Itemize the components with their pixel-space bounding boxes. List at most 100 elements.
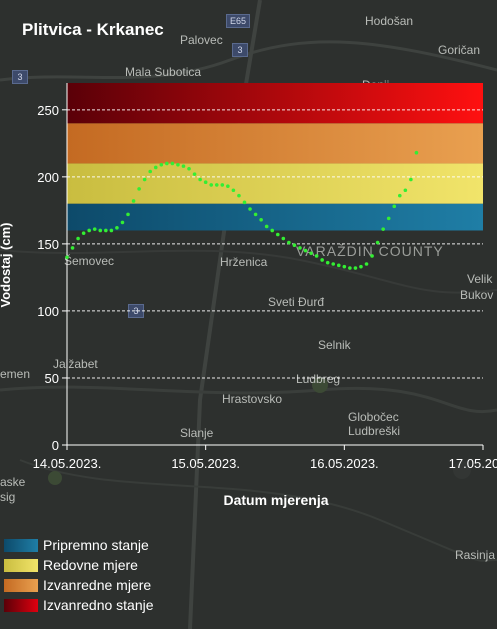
band-3 xyxy=(67,83,483,124)
legend-item[interactable]: Izvanredne mjere xyxy=(4,575,154,595)
data-point[interactable] xyxy=(181,164,186,168)
data-point[interactable] xyxy=(398,193,402,198)
legend-item[interactable]: Izvanredno stanje xyxy=(4,595,154,615)
data-point[interactable] xyxy=(153,165,158,170)
data-point[interactable] xyxy=(386,216,391,221)
data-point[interactable] xyxy=(220,183,225,187)
legend-swatch-red xyxy=(4,598,38,612)
data-point[interactable] xyxy=(198,177,202,182)
map-label: Velik xyxy=(467,272,493,286)
data-point[interactable] xyxy=(203,180,208,185)
y-axis-label: Vodostaj (cm) xyxy=(0,223,13,308)
legend-label: Izvanredno stanje xyxy=(43,597,154,613)
data-point[interactable] xyxy=(248,207,252,211)
x-tick-label: 17.05.2023. xyxy=(449,456,497,471)
legend-swatch-yellow xyxy=(4,558,38,572)
map-label: Ludbreški xyxy=(348,424,401,438)
data-point[interactable] xyxy=(170,161,175,166)
data-point[interactable] xyxy=(131,199,136,203)
data-point[interactable] xyxy=(303,248,308,253)
data-point[interactable] xyxy=(76,236,80,241)
data-point[interactable] xyxy=(148,169,152,174)
legend-item[interactable]: Pripremno stanje xyxy=(4,535,154,555)
data-point[interactable] xyxy=(381,227,385,231)
data-point[interactable] xyxy=(165,161,169,166)
data-point[interactable] xyxy=(226,184,230,189)
data-point[interactable] xyxy=(187,167,191,171)
data-point[interactable] xyxy=(275,232,280,237)
data-point[interactable] xyxy=(348,266,352,270)
map-label: VARAŽDIN COUNTY xyxy=(296,243,444,259)
data-point[interactable] xyxy=(231,188,236,193)
map-label: Palovec xyxy=(180,33,223,47)
data-point[interactable] xyxy=(359,264,363,269)
data-point[interactable] xyxy=(115,226,119,230)
y-tick-label: 150 xyxy=(37,237,59,252)
map-label: Rasinja xyxy=(455,548,496,562)
data-point[interactable] xyxy=(331,262,336,266)
data-point[interactable] xyxy=(159,162,164,167)
data-point[interactable] xyxy=(65,255,69,260)
y-tick-label: 100 xyxy=(37,304,59,319)
data-point[interactable] xyxy=(81,231,86,235)
data-point[interactable] xyxy=(98,228,103,233)
water-level-series xyxy=(65,150,419,270)
data-point[interactable] xyxy=(137,187,141,191)
data-point[interactable] xyxy=(214,183,219,187)
data-point[interactable] xyxy=(120,220,125,225)
data-point[interactable] xyxy=(259,217,263,222)
data-point[interactable] xyxy=(70,246,75,250)
warning-bands xyxy=(67,83,483,231)
data-point[interactable] xyxy=(104,228,108,233)
data-point[interactable] xyxy=(364,262,369,266)
map-label: Šemovec xyxy=(64,254,115,268)
data-point[interactable] xyxy=(320,258,324,262)
data-point[interactable] xyxy=(192,172,197,176)
page-title: Plitvica - Krkanec xyxy=(22,20,164,39)
data-point[interactable] xyxy=(336,263,341,268)
map-label: Hrastovsko xyxy=(222,392,283,406)
data-point[interactable] xyxy=(414,150,419,155)
data-point[interactable] xyxy=(409,177,413,182)
data-point[interactable] xyxy=(253,212,258,217)
y-tick-label: 0 xyxy=(52,438,59,453)
data-point[interactable] xyxy=(92,227,97,231)
data-point[interactable] xyxy=(287,240,291,245)
data-point[interactable] xyxy=(342,264,347,269)
data-point[interactable] xyxy=(403,188,408,193)
data-point[interactable] xyxy=(392,204,397,209)
map-label: Hodošan xyxy=(365,14,414,28)
data-point[interactable] xyxy=(325,260,330,265)
map-label: Ludbreg xyxy=(296,372,341,386)
data-point[interactable] xyxy=(264,224,269,229)
data-point[interactable] xyxy=(142,177,147,182)
road-badge: 3 xyxy=(12,70,28,84)
data-point[interactable] xyxy=(309,251,313,256)
map-label: sig xyxy=(0,490,16,504)
data-point[interactable] xyxy=(237,193,241,198)
data-point[interactable] xyxy=(353,266,358,270)
data-point[interactable] xyxy=(298,246,302,250)
data-point[interactable] xyxy=(370,254,374,258)
legend-item[interactable]: Redovne mjere xyxy=(4,555,154,575)
data-point[interactable] xyxy=(126,212,130,217)
data-point[interactable] xyxy=(176,162,180,167)
data-point[interactable] xyxy=(109,228,114,233)
data-point[interactable] xyxy=(209,183,214,187)
legend-swatch-blue xyxy=(4,538,38,552)
y-tick-label: 50 xyxy=(45,371,59,386)
grid-lines xyxy=(67,109,483,379)
y-tick-label: 250 xyxy=(37,103,59,118)
road-badge: E65 xyxy=(226,14,250,28)
data-point[interactable] xyxy=(292,243,297,248)
data-point[interactable] xyxy=(314,254,319,258)
map-label: Jalžabet xyxy=(53,357,98,371)
data-point[interactable] xyxy=(87,228,91,233)
x-tick-label: 16.05.2023. xyxy=(310,456,379,471)
data-point[interactable] xyxy=(270,228,275,233)
legend-label: Izvanredne mjere xyxy=(43,577,152,593)
map-label: emen xyxy=(0,367,31,381)
data-point[interactable] xyxy=(375,240,380,245)
data-point[interactable] xyxy=(242,200,247,205)
data-point[interactable] xyxy=(281,236,286,241)
